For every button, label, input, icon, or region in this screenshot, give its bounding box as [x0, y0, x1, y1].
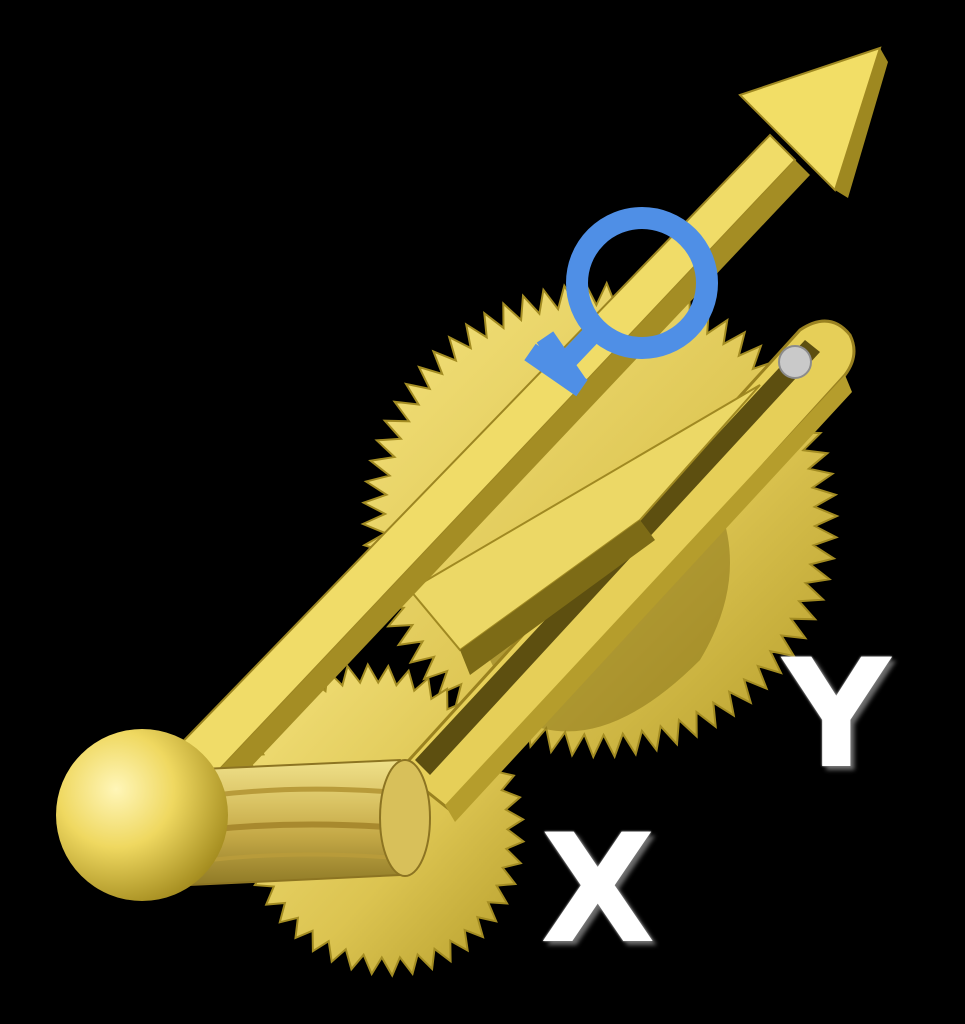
pivot-pin	[778, 345, 812, 379]
handle-cylinder	[178, 758, 431, 887]
arrow-icon	[738, 46, 888, 198]
link-plate	[408, 384, 761, 675]
axis-label-x: X	[540, 803, 656, 977]
sphere-icon	[56, 729, 228, 901]
venus-icon	[524, 207, 718, 397]
axis-label-y: Y	[782, 628, 891, 802]
